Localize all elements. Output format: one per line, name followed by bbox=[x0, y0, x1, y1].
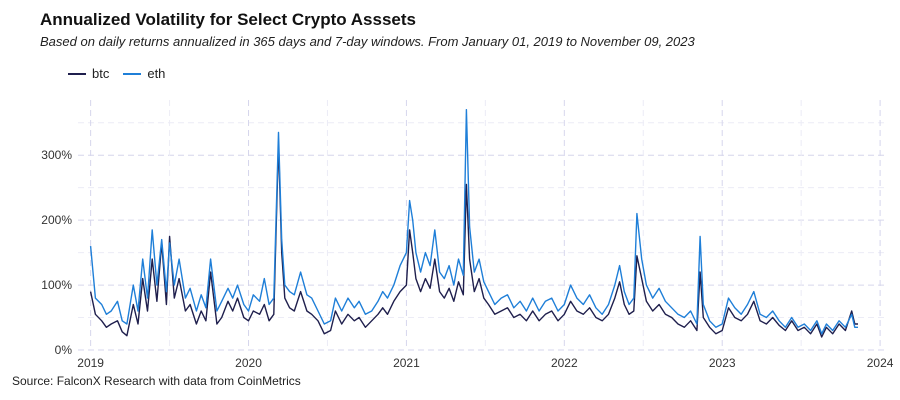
y-tick-label: 200% bbox=[41, 213, 72, 227]
x-tick-label: 2019 bbox=[77, 356, 104, 370]
legend-item-btc: btc bbox=[68, 66, 109, 81]
series-line-btc bbox=[89, 141, 858, 338]
source-note: Source: FalconX Research with data from … bbox=[12, 374, 301, 388]
grid-lines bbox=[78, 100, 888, 351]
chart-subtitle: Based on daily returns annualized in 365… bbox=[40, 34, 695, 49]
y-tick-label: 100% bbox=[41, 278, 72, 292]
legend-swatch-btc bbox=[68, 72, 86, 75]
y-tick-label: 0% bbox=[55, 343, 73, 357]
series-lines bbox=[89, 109, 858, 338]
legend-swatch-eth bbox=[123, 72, 142, 75]
x-tick-label: 2023 bbox=[709, 356, 736, 370]
series-line-eth bbox=[89, 109, 858, 335]
x-tick-label: 2024 bbox=[867, 356, 894, 370]
x-axis-ticks: 2019 2020 2021 2022 2023 2024 bbox=[77, 356, 893, 370]
legend: btc eth bbox=[68, 66, 165, 81]
x-tick-label: 2022 bbox=[551, 356, 578, 370]
legend-label-btc: btc bbox=[92, 66, 110, 81]
y-tick-label: 300% bbox=[41, 148, 72, 162]
x-tick-label: 2020 bbox=[235, 356, 262, 370]
y-axis-ticks: 0% 100% 200% 300% bbox=[41, 148, 72, 357]
x-tick-label: 2021 bbox=[393, 356, 420, 370]
legend-label-eth: eth bbox=[147, 66, 166, 81]
legend-item-eth: eth bbox=[123, 66, 165, 81]
chart-title: Annualized Volatility for Select Crypto … bbox=[40, 10, 416, 29]
